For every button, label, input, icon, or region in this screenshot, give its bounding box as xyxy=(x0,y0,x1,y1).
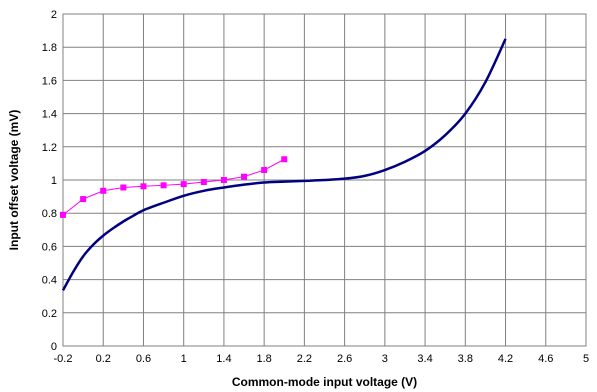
x-tick-label: 3 xyxy=(382,353,388,365)
x-tick-label: -0.2 xyxy=(54,353,73,365)
series-1-line xyxy=(61,38,507,291)
series-0-point xyxy=(180,181,187,188)
y-axis-title: Input offset voltage (mV) xyxy=(7,110,21,251)
plot-area-border xyxy=(62,13,587,347)
series-0-point xyxy=(220,177,227,183)
x-tick-label: 5 xyxy=(583,353,589,365)
series-0-point xyxy=(281,156,288,163)
x-tick-label: 3.4 xyxy=(417,353,432,365)
series-0-point xyxy=(80,196,87,203)
x-tick-label: 1 xyxy=(181,353,187,365)
y-tick-label: 1.6 xyxy=(42,75,57,87)
y-tick-label: 1 xyxy=(51,175,57,187)
x-axis-tick-labels: -0.2 0.2 0.6 1 1.4 1.8 2.2 2.6 3 3.4 3.8 4.2 4.6 5 xyxy=(54,353,590,365)
x-axis-title: Common-mode input voltage (V) xyxy=(232,375,417,389)
y-tick-label: 0.8 xyxy=(42,208,57,220)
series-0-point xyxy=(120,184,127,191)
y-tick-label: 0.4 xyxy=(42,275,57,287)
y-tick-label: 0 xyxy=(51,341,57,353)
series-0-point xyxy=(140,183,147,190)
series-layer xyxy=(60,38,507,291)
x-tick-label: 3.8 xyxy=(458,353,473,365)
y-axis-tick-labels: 0 0.2 0.4 0.6 0.8 1 1.2 1.4 1.6 1.8 2 xyxy=(42,9,57,353)
x-tick-label: 1.4 xyxy=(216,353,231,365)
x-tick-label: 1.8 xyxy=(257,353,272,365)
x-tick-label: 2.6 xyxy=(337,353,352,365)
series-0-point xyxy=(261,167,268,174)
series-0-point xyxy=(160,182,167,189)
x-tick-label: 0.6 xyxy=(136,353,151,365)
x-tick-label: 2.2 xyxy=(297,353,312,365)
y-tick-label: 2 xyxy=(51,9,57,21)
series-0-point xyxy=(100,187,107,194)
x-tick-label: 4.2 xyxy=(498,353,513,365)
y-tick-label: 1.8 xyxy=(42,42,57,54)
y-tick-label: 0.2 xyxy=(42,308,57,320)
y-tick-label: 1.4 xyxy=(42,109,57,121)
series-0-point xyxy=(200,178,207,185)
y-tick-label: 0.6 xyxy=(42,241,57,253)
y-tick-label: 1.2 xyxy=(42,142,57,154)
x-tick-label: 4.6 xyxy=(538,353,553,365)
series-0-point xyxy=(241,173,248,180)
series-0-point xyxy=(60,211,66,218)
series-0-line xyxy=(62,158,285,216)
x-tick-label: 0.2 xyxy=(96,353,111,365)
